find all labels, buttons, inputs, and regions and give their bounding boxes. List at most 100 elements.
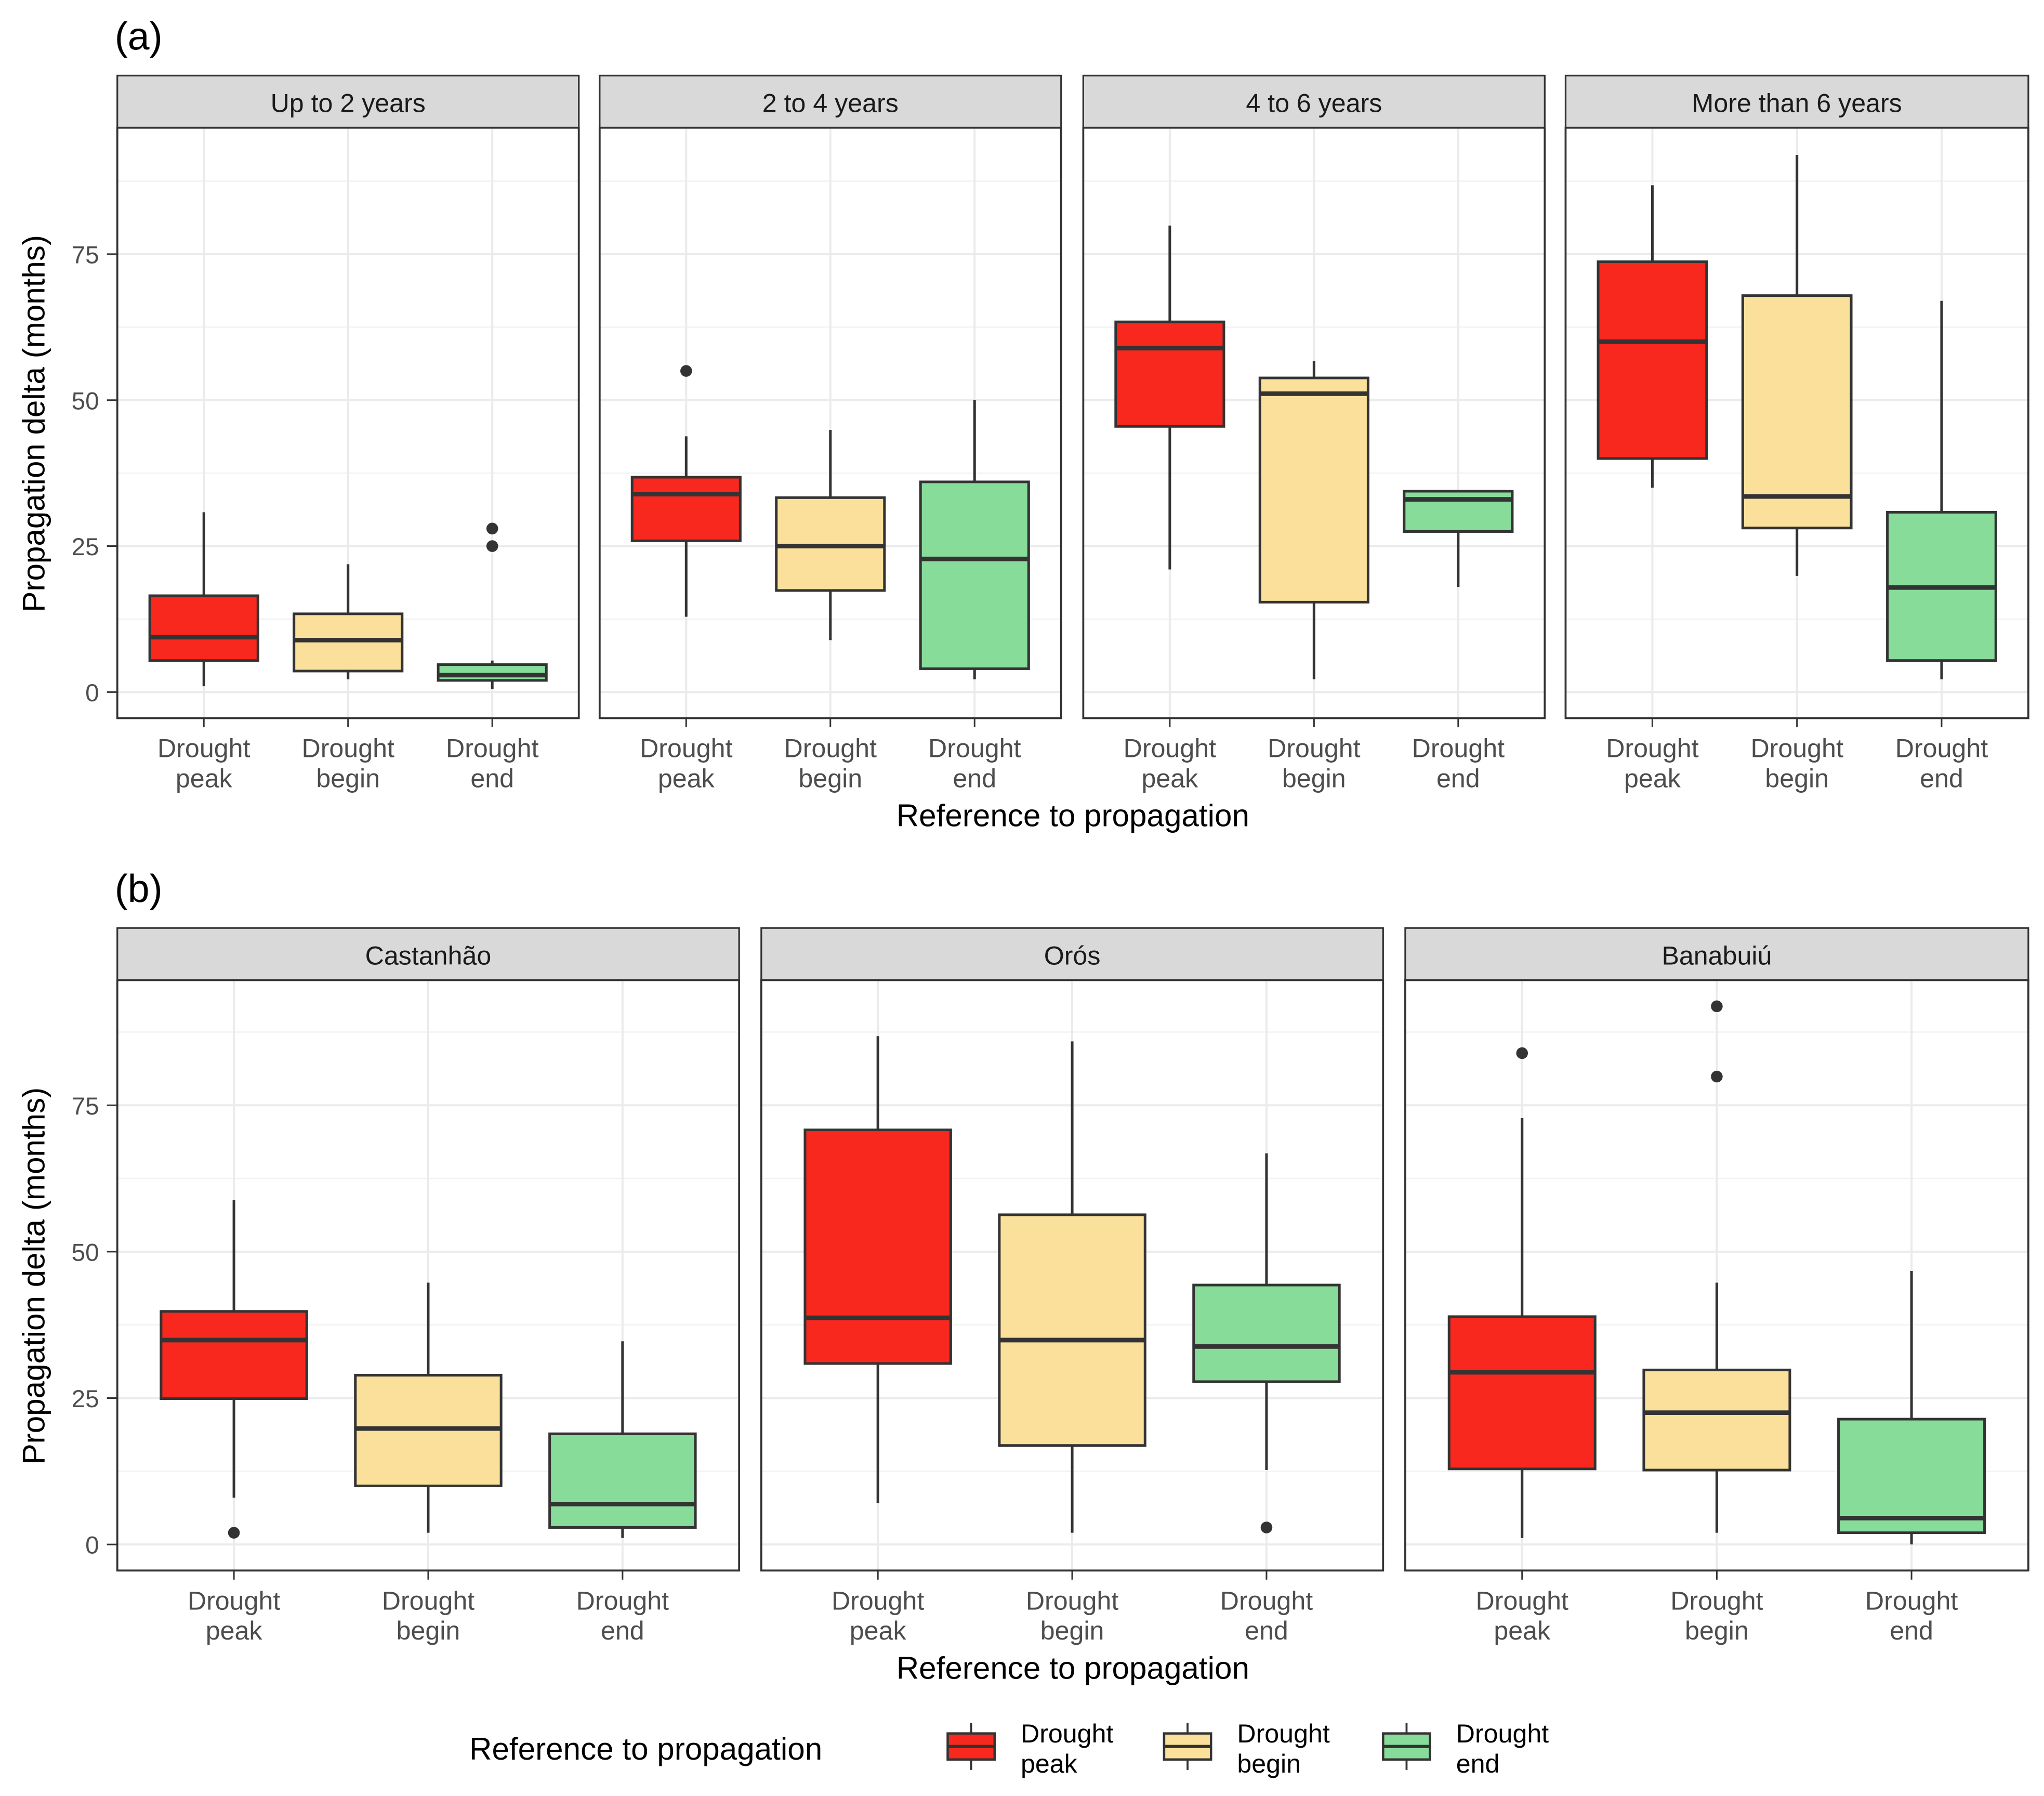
facet-title: 2 to 4 years bbox=[762, 89, 899, 118]
box-iqr bbox=[630, 476, 742, 542]
box-iqr bbox=[548, 1432, 697, 1529]
box-iqr bbox=[1597, 260, 1708, 460]
y-tick-label: 0 bbox=[85, 679, 99, 707]
x-tick-label-line1: Drought bbox=[301, 734, 394, 763]
outlier-point bbox=[228, 1527, 240, 1539]
x-tick-label-line2: end bbox=[601, 1616, 644, 1645]
box-peak bbox=[148, 512, 259, 687]
facet-title: Banabuiú bbox=[1661, 941, 1772, 970]
outlier-point bbox=[1260, 1522, 1273, 1533]
box-iqr bbox=[919, 480, 1030, 670]
x-tick-label-line2: peak bbox=[1494, 1616, 1551, 1645]
legend: Reference to propagation DroughtpeakDroug… bbox=[469, 1719, 1549, 1778]
y-tick-label: 0 bbox=[85, 1532, 99, 1559]
legend-label-line2: begin bbox=[1237, 1749, 1301, 1778]
box-iqr bbox=[293, 612, 404, 673]
facet-title: More than 6 years bbox=[1692, 89, 1902, 118]
x-tick-label-line1: Drought bbox=[1606, 734, 1698, 763]
y-axis-title: Propagation delta (months) bbox=[16, 1087, 51, 1465]
facet-panel: CastanhãoDroughtpeakDroughtbeginDroughte… bbox=[116, 927, 741, 1645]
x-tick-label-line2: end bbox=[1890, 1616, 1933, 1645]
facet-title: Castanhão bbox=[365, 941, 492, 970]
panel-border bbox=[116, 979, 741, 1572]
box-iqr bbox=[1741, 294, 1853, 530]
box-begin bbox=[1741, 154, 1853, 576]
x-tick-label-line2: end bbox=[953, 764, 996, 793]
x-tick-label-line2: begin bbox=[798, 764, 862, 793]
box-iqr bbox=[148, 594, 259, 662]
facet-title: Orós bbox=[1044, 941, 1101, 970]
y-tick-label: 25 bbox=[72, 1385, 99, 1413]
x-tick-label-line2: end bbox=[470, 764, 514, 793]
panel-border bbox=[1404, 979, 2029, 1572]
x-tick-label-line1: Drought bbox=[1865, 1586, 1958, 1615]
x-tick-label-line1: Drought bbox=[1670, 1586, 1763, 1615]
box-iqr bbox=[1642, 1368, 1791, 1472]
legend-label-line1: Drought bbox=[1237, 1719, 1329, 1748]
x-tick-label-line1: Drought bbox=[1895, 734, 1988, 763]
box-begin bbox=[775, 430, 886, 640]
facet-strip bbox=[1082, 74, 1546, 129]
x-tick-label-line1: Drought bbox=[157, 734, 250, 763]
x-tick-label-line2: begin bbox=[1685, 1616, 1749, 1645]
box-peak bbox=[630, 365, 742, 617]
box-iqr bbox=[1258, 376, 1369, 604]
panel-border bbox=[1082, 126, 1546, 719]
box-begin bbox=[1258, 361, 1369, 679]
x-tick-label-line1: Drought bbox=[784, 734, 877, 763]
box-peak bbox=[160, 1200, 308, 1539]
x-tick-label-line1: Drought bbox=[1412, 734, 1505, 763]
box-peak bbox=[1597, 185, 1708, 488]
legend-label-line1: Drought bbox=[1021, 1719, 1113, 1748]
legend-label-line1: Drought bbox=[1456, 1719, 1549, 1748]
outlier-point bbox=[486, 540, 498, 552]
facet-strip bbox=[116, 74, 580, 129]
box-end bbox=[919, 400, 1030, 679]
x-tick-label-line2: begin bbox=[1282, 764, 1346, 793]
box-begin bbox=[1642, 1000, 1791, 1533]
x-tick-label-line1: Drought bbox=[928, 734, 1021, 763]
outlier-point bbox=[680, 365, 692, 377]
x-tick-label-line2: peak bbox=[1624, 764, 1681, 793]
box-begin bbox=[293, 564, 404, 679]
x-tick-label-line2: begin bbox=[1040, 1616, 1104, 1645]
box-peak bbox=[803, 1036, 952, 1503]
chart-a: (a) Propagation delta (months) Reference t… bbox=[16, 14, 2029, 833]
box-peak bbox=[1114, 225, 1225, 570]
facet-panel: 2 to 4 yearsDroughtpeakDroughtbeginDroug… bbox=[598, 74, 1062, 793]
x-tick-label-line1: Drought bbox=[576, 1586, 669, 1615]
box-end bbox=[437, 522, 548, 689]
x-tick-label-line1: Drought bbox=[1476, 1586, 1568, 1615]
x-tick-label-line2: peak bbox=[658, 764, 715, 793]
y-axis-title: Propagation delta (months) bbox=[16, 235, 51, 612]
box-iqr bbox=[437, 663, 548, 682]
x-tick-label-line1: Drought bbox=[640, 734, 732, 763]
box-end bbox=[1403, 490, 1514, 587]
x-tick-label-line2: end bbox=[1245, 1616, 1288, 1645]
box-iqr bbox=[1192, 1283, 1341, 1383]
panel-border bbox=[1564, 126, 2029, 719]
x-tick-label-line2: peak bbox=[1141, 764, 1198, 793]
x-tick-label-line2: end bbox=[1436, 764, 1480, 793]
x-tick-label-line2: end bbox=[1920, 764, 1963, 793]
box-iqr bbox=[1447, 1315, 1597, 1471]
box-peak bbox=[1447, 1047, 1597, 1538]
x-tick-label-line1: Drought bbox=[1750, 734, 1843, 763]
facet-title: Up to 2 years bbox=[271, 89, 426, 118]
panel-border bbox=[598, 126, 1062, 719]
x-tick-label-line1: Drought bbox=[1026, 1586, 1118, 1615]
box-iqr bbox=[803, 1129, 952, 1365]
facet-title: 4 to 6 years bbox=[1246, 89, 1382, 118]
legend-title: Reference to propagation bbox=[469, 1732, 822, 1766]
outlier-point bbox=[486, 522, 498, 535]
box-begin bbox=[998, 1041, 1146, 1533]
x-tick-label-line1: Drought bbox=[382, 1586, 474, 1615]
x-tick-label-line2: peak bbox=[850, 1616, 907, 1645]
legend-label-line2: end bbox=[1456, 1749, 1500, 1778]
panel-border bbox=[760, 979, 1384, 1572]
y-tick-label: 25 bbox=[72, 533, 99, 561]
